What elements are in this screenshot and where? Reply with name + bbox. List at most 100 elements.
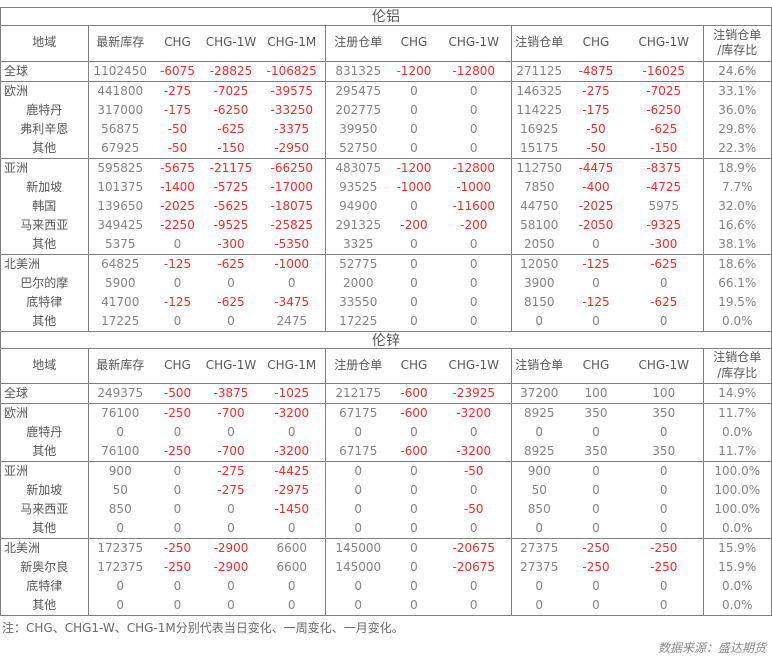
ratio-cell: 24.6% [718,63,757,78]
value-cell: 0 [625,311,704,331]
value-cell: -39575 [259,80,326,101]
value-cell: -18075 [259,196,326,216]
value-cell: 271125 [516,63,563,78]
value-cell: 0 [410,294,418,309]
column-header: 地域 [1,26,89,62]
value-cell: 50 [531,483,547,497]
region-cell: 巴尔的摩 [1,273,89,293]
column-header: 最新库存 [88,348,152,384]
zinc-table-body: 全球 249375 -500 -3875 -1025 212175 -600 -23925 37… [1,383,771,615]
value-cell: 350 [625,442,704,462]
value-cell: -300 [217,236,245,251]
value-cell: 0 [227,313,235,328]
value-cell: 0 [354,598,363,612]
table-row: 其他 0 0 0 0 0 0 0 0 0 0 0.0% [1,519,771,539]
value-cell: 5900 [104,275,136,290]
value-cell: 5375 [104,236,136,251]
value-cell: 0 [259,596,326,615]
value-cell: 0 [625,519,704,539]
value-cell: 0 [592,598,600,612]
footnote: 注：CHG、CHG1-W、CHG-1M分别代表当日变化、一周变化、一月变化。 [2,621,404,635]
data-source: 数据来源：盛达期货 [657,641,766,655]
value-cell: 8150 [523,294,555,309]
value-cell: 0 [325,461,391,481]
value-cell: 0 [227,521,235,535]
value-cell: -275 [217,483,245,497]
value-cell: -106825 [259,61,326,81]
value-cell: 0 [437,292,512,312]
value-cell: 0 [173,236,182,251]
value-cell: -2900 [213,560,249,574]
value-cell: -50 [167,140,188,155]
value-cell: 0 [173,502,182,516]
value-cell: 0 [592,502,600,516]
column-header: CHG [152,26,203,62]
column-header: CHG-1W [203,26,259,62]
value-cell: -23925 [437,383,512,404]
value-cell: 8925 [511,403,567,423]
column-header: CHG-1W [625,348,704,384]
value-cell: 67925 [101,140,140,155]
value-cell: 146325 [511,80,567,101]
value-cell: 0 [535,313,544,328]
value-cell: 0 [410,502,418,516]
value-cell: 39950 [339,121,378,136]
table-row: 其他 67925 -50 -150 -2950 52750 0 0 15175 -50 -150 22… [1,138,771,158]
value-cell: 0 [173,483,182,497]
value-cell: 249375 [97,386,144,400]
value-cell: -250 [152,403,203,423]
value-cell: 93525 [339,179,378,194]
value-cell: 0 [410,425,418,439]
region-cell: 鹿特丹 [1,100,89,120]
value-cell: -17000 [259,177,326,197]
region-cell: 亚洲 [1,157,89,178]
value-cell: 0 [410,598,418,612]
region-cell: 其他 [1,519,89,539]
value-cell: 0 [437,138,512,158]
value-cell: 0 [259,273,326,293]
region-cell: 全球 [1,383,89,404]
value-cell: -1025 [259,383,326,404]
value-cell: 139650 [97,198,144,213]
value-cell: 0 [437,234,512,254]
region-cell: 全球 [1,61,89,81]
value-cell: 67175 [325,403,391,423]
value-cell: 0 [592,313,600,328]
value-cell: -1000 [396,179,432,194]
value-cell: 0 [625,577,704,596]
value-cell: 212175 [335,386,382,400]
zinc-table-title: 伦锌 [1,330,771,349]
value-cell: -9325 [625,215,704,235]
ratio-cell: 33.1% [703,80,771,101]
region-cell: 马来西亚 [1,500,89,519]
ratio-cell: 16.6% [718,217,757,232]
table-row: 新奥尔良 172375 -250 -2900 6600 145000 0 -20675 2737… [1,558,771,577]
value-cell: 0 [116,598,125,612]
table-row: 弗利辛恩 56875 -50 -625 -3375 39950 0 0 16925 -50 -625… [1,119,771,139]
table-row: 欧洲 441800 -275 -7025 -39575 295475 0 0 146325 -27… [1,80,771,101]
value-cell: -50 [167,121,188,136]
region-cell: 其他 [1,311,89,331]
column-header: 注册仓单 [325,348,391,384]
value-cell: -200 [437,215,512,235]
value-cell: 15175 [520,140,559,155]
region-cell: 韩国 [1,196,89,216]
region-cell: 其他 [1,596,89,615]
table-row: 其他 5375 0 -300 -5350 3325 0 0 2050 0 -300 38.1% [1,234,771,254]
ratio-cell: 18.6% [703,253,771,274]
value-cell: 350 [584,444,608,458]
region-cell: 北美洲 [1,253,89,274]
ratio-cell: 14.9% [718,386,757,400]
column-header: 地域 [1,348,89,384]
value-cell: 0 [410,579,418,593]
value-cell: 2475 [259,311,326,331]
zinc-table-header: 地域 最新库存 CHG CHG-1W CHG-1M 注册仓单 CHG CHG-1W 注销仓单 CH… [1,348,771,384]
region-cell: 欧洲 [1,403,89,423]
ratio-cell: 15.9% [703,538,771,558]
region-cell: 底特律 [1,577,89,596]
value-cell: -9525 [213,217,249,232]
value-cell: -250 [163,444,192,458]
value-cell: 52750 [339,140,378,155]
value-cell: -4725 [625,177,704,197]
value-cell: -3200 [437,442,512,462]
